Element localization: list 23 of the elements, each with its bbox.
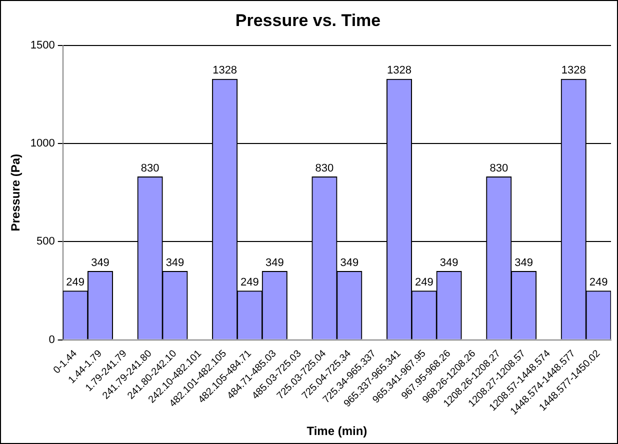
y-tick-label: 1500: [30, 39, 55, 52]
data-label: 1328: [212, 64, 238, 77]
data-label: 1328: [386, 64, 412, 77]
data-label: 349: [340, 256, 359, 269]
data-label: 349: [265, 256, 284, 269]
data-label: 349: [166, 256, 184, 269]
data-label: 349: [91, 256, 110, 269]
chart-title: Pressure vs. Time: [235, 10, 381, 30]
data-label: 830: [140, 162, 160, 174]
data-label: 830: [315, 162, 334, 174]
data-label: 249: [240, 276, 259, 288]
data-label: 349: [514, 256, 533, 269]
data-label: 249: [66, 276, 85, 288]
y-tick-label: 500: [36, 236, 55, 248]
y-tick-label: 1000: [30, 138, 55, 150]
data-label: 1328: [561, 64, 586, 77]
y-axis-title: Pressure (Pa): [8, 154, 23, 232]
data-label: 830: [490, 162, 508, 174]
data-label: 349: [440, 256, 458, 269]
x-axis-title: Time (min): [306, 424, 368, 438]
y-tick-label: 0: [48, 334, 55, 346]
data-label: 249: [414, 276, 434, 288]
data-label: 249: [589, 276, 608, 288]
